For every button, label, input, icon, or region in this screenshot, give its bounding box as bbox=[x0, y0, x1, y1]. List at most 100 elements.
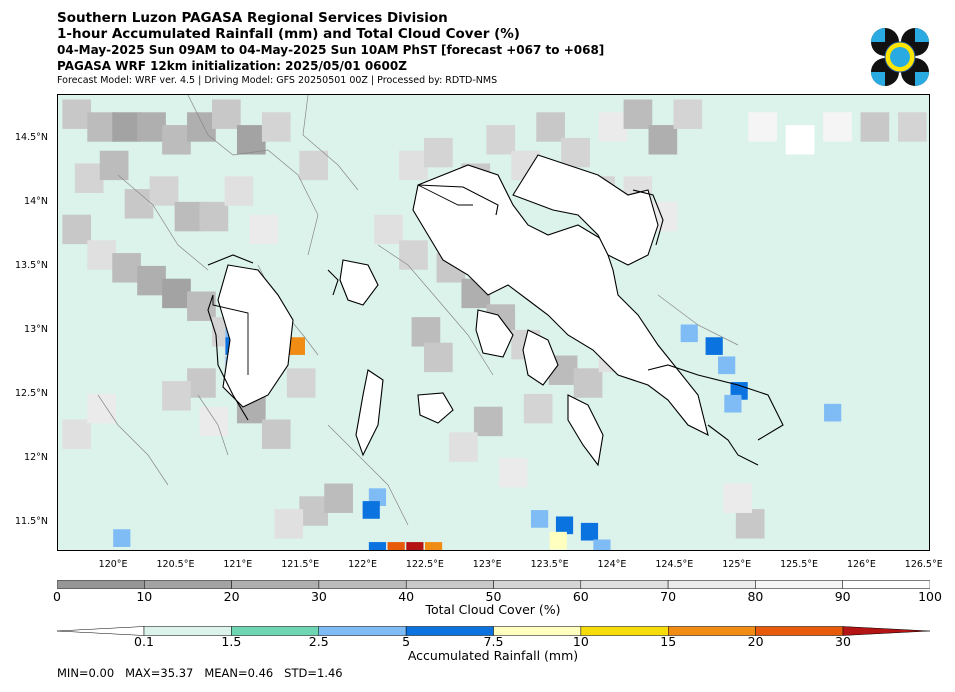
lon-label: 123.5°E bbox=[530, 559, 569, 570]
rainfall-colorbar bbox=[57, 626, 930, 636]
cloud-colorbar-segment bbox=[580, 580, 669, 589]
rain-cell bbox=[718, 356, 736, 375]
cloud-cell bbox=[399, 240, 428, 270]
cloud-cell bbox=[486, 125, 516, 155]
cloud-cell bbox=[236, 125, 266, 155]
rain-colorbar-tick: 15 bbox=[660, 634, 677, 649]
rain-colorbar-low-extend bbox=[57, 626, 145, 636]
cloud-cell bbox=[261, 419, 291, 449]
cloud-cell bbox=[648, 125, 678, 155]
cloud-cell bbox=[498, 457, 528, 488]
cloud-cell bbox=[623, 99, 653, 129]
cloud-cell bbox=[212, 99, 241, 129]
cloud-cell bbox=[112, 253, 141, 283]
cloud-cover-label: Total Cloud Cover (%) bbox=[425, 602, 561, 617]
rain-cell bbox=[406, 542, 424, 550]
cloud-colorbar-tick: 90 bbox=[834, 589, 851, 604]
rain-colorbar-tick: 20 bbox=[747, 634, 764, 649]
rain-cell bbox=[387, 542, 405, 550]
cloud-cell bbox=[723, 483, 753, 513]
lat-label: 12°N bbox=[24, 451, 48, 463]
rain-colorbar-tick: 10 bbox=[572, 634, 589, 649]
cloud-cell bbox=[174, 201, 204, 232]
cloud-colorbar-tick: 50 bbox=[485, 589, 502, 604]
rain-cell bbox=[287, 337, 305, 355]
cloud-colorbar-segment bbox=[231, 580, 320, 589]
cloud-cell bbox=[162, 381, 191, 411]
cloud-cell bbox=[324, 483, 353, 513]
cloud-cell bbox=[62, 214, 92, 245]
rain-colorbar-tick: 5 bbox=[402, 634, 411, 649]
lon-label: 124°E bbox=[597, 559, 627, 570]
lon-label: 120.5°E bbox=[156, 559, 195, 570]
rain-colorbar-high-extend bbox=[842, 626, 930, 636]
cloud-cell bbox=[261, 112, 291, 142]
cloud-cell bbox=[473, 406, 503, 437]
cloud-cell bbox=[87, 240, 116, 270]
cloud-cell bbox=[162, 278, 191, 309]
cloud-colorbar-tick: 10 bbox=[136, 589, 153, 604]
lon-label: 124.5°E bbox=[655, 559, 694, 570]
cloud-cell bbox=[673, 99, 703, 129]
cloud-cell bbox=[897, 112, 927, 142]
cloud-cell bbox=[149, 176, 179, 206]
cloud-cell bbox=[62, 419, 92, 449]
cloud-cell bbox=[187, 368, 216, 398]
cloud-colorbar-segment bbox=[57, 580, 145, 589]
rain-cell bbox=[368, 542, 387, 550]
rain-colorbar-segment bbox=[668, 626, 756, 636]
rain-cell bbox=[680, 324, 698, 343]
cloud-colorbar-tick: 0 bbox=[53, 589, 61, 604]
cloud-cell bbox=[74, 163, 104, 193]
lon-label: 120°E bbox=[98, 559, 128, 570]
cloud-cell bbox=[162, 125, 191, 155]
cloud-cell bbox=[424, 342, 453, 373]
cloud-cell bbox=[99, 150, 129, 181]
rain-cell bbox=[424, 542, 443, 550]
lon-label: 126°E bbox=[846, 559, 876, 570]
title-product: 1-hour Accumulated Rainfall (mm) and Tot… bbox=[57, 26, 520, 42]
rain-colorbar-segment bbox=[493, 626, 582, 636]
cloud-cell bbox=[299, 496, 329, 526]
rain-colorbar-segment bbox=[143, 626, 232, 636]
cloud-cell bbox=[424, 137, 453, 168]
cloud-cell bbox=[536, 112, 565, 142]
cloud-cell bbox=[573, 368, 603, 398]
rain-cell bbox=[530, 510, 549, 528]
cloud-cell bbox=[137, 265, 166, 296]
cloud-cell bbox=[399, 150, 428, 181]
map-canvas bbox=[62, 95, 927, 550]
cloud-cell bbox=[299, 150, 329, 181]
lon-label: 121.5°E bbox=[281, 559, 320, 570]
rain-colorbar-segment bbox=[580, 626, 669, 636]
cloud-cell bbox=[286, 368, 316, 398]
lat-label: 13°N bbox=[24, 323, 48, 335]
pagasa-logo-icon bbox=[870, 27, 930, 87]
rain-cell bbox=[580, 522, 599, 541]
cloud-cell bbox=[748, 112, 777, 142]
cloud-colorbar-tick: 20 bbox=[223, 589, 240, 604]
cloud-colorbar-segment bbox=[755, 580, 843, 589]
cloud-cell bbox=[411, 317, 441, 347]
lon-label: 125.5°E bbox=[780, 559, 819, 570]
rain-colorbar-segment bbox=[405, 626, 494, 636]
cloud-cell bbox=[87, 112, 116, 142]
cloud-cell bbox=[199, 406, 229, 437]
lon-label: 121°E bbox=[223, 559, 253, 570]
rain-cell bbox=[593, 539, 611, 550]
rain-cell bbox=[549, 531, 567, 550]
cloud-colorbar-tick: 80 bbox=[747, 589, 764, 604]
rainfall-label: Accumulated Rainfall (mm) bbox=[407, 648, 579, 663]
cloud-cell bbox=[187, 291, 216, 321]
rain-colorbar-segment bbox=[755, 626, 844, 636]
lat-label: 11.5°N bbox=[14, 515, 48, 527]
cloud-cell bbox=[112, 112, 141, 142]
cloud-colorbar-segment bbox=[405, 580, 494, 589]
lon-label: 123°E bbox=[472, 559, 502, 570]
cloud-cell bbox=[137, 112, 166, 142]
lon-label: 122°E bbox=[348, 559, 377, 570]
cloud-colorbar-segment bbox=[667, 580, 756, 589]
lat-label: 14°N bbox=[24, 195, 48, 207]
statistics-line: MIN=0.00 MAX=35.37 MEAN=0.46 STD=1.46 bbox=[57, 666, 343, 680]
cloud-cell bbox=[823, 112, 852, 142]
